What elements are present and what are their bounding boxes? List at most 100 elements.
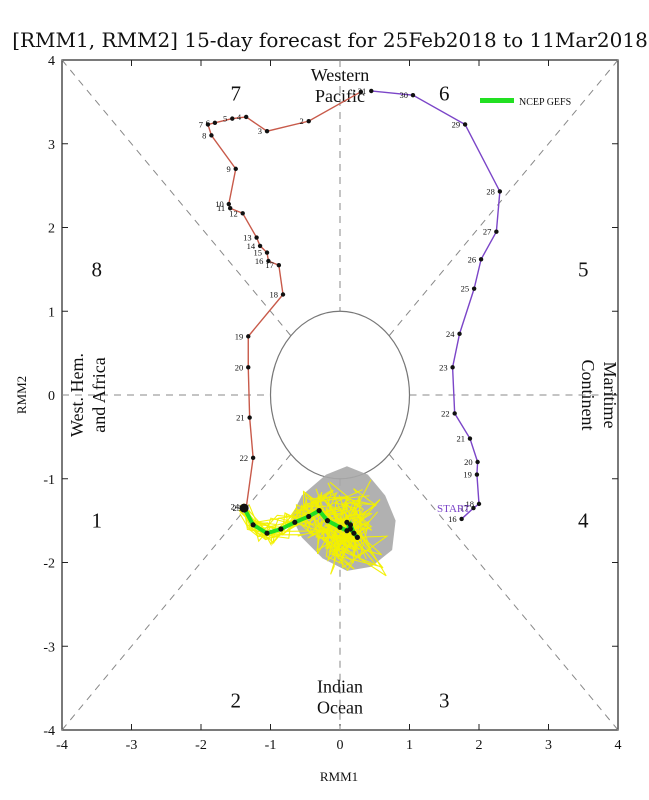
feb-point — [462, 122, 468, 127]
jan-point — [266, 258, 271, 264]
feb-point — [471, 286, 477, 291]
jan-day-label: 24 — [231, 501, 240, 511]
phase-label-3: 3 — [439, 689, 450, 713]
x-tick-label: 3 — [545, 738, 552, 753]
jan-day-label: 1 — [352, 87, 356, 97]
mean-point — [306, 513, 312, 520]
feb-day-label: 30 — [399, 90, 408, 100]
phase-guides — [61, 59, 619, 731]
series-observed-february: 16171819202122232425262728293031 — [358, 86, 503, 524]
jan-point — [212, 120, 218, 126]
x-tick-label: 1 — [406, 738, 413, 753]
feb-point — [450, 365, 455, 370]
jan-day-label: 11 — [217, 203, 225, 213]
region-label-left-line1: West. Hem. — [67, 353, 87, 437]
region-label-right-line2: Continent — [578, 360, 598, 431]
region-label-right-line1: Maritime — [600, 362, 620, 429]
start-label: START — [437, 503, 471, 515]
phase-label-7: 7 — [231, 82, 242, 106]
mean-point — [351, 530, 357, 536]
feb-point — [410, 92, 416, 98]
x-tick-label: 4 — [615, 738, 622, 753]
x-tick-label: -1 — [265, 738, 277, 753]
jan-day-label: 14 — [247, 241, 256, 251]
y-tick-label: -2 — [43, 557, 55, 572]
jan-day-label: 7 — [199, 119, 203, 129]
feb-point — [369, 88, 374, 94]
y-tick-label: 0 — [48, 389, 55, 404]
x-tick-label: 0 — [337, 738, 344, 753]
region-label-bottom-line1: Indian — [317, 676, 363, 696]
phase-label-6: 6 — [439, 82, 450, 106]
jan-day-label: 23 — [233, 503, 242, 513]
member-track — [246, 505, 364, 564]
y-tick-label: 2 — [48, 222, 55, 237]
chart-title: [RMM1, RMM2] 15-day forecast for 25Feb20… — [12, 28, 648, 52]
feb-point — [457, 331, 462, 337]
jan-point — [264, 128, 270, 134]
feb-day-label: 26 — [468, 254, 477, 264]
jan-point — [257, 243, 263, 249]
jan-day-label: 15 — [254, 248, 263, 258]
feb-point — [497, 189, 503, 194]
y-tick-label: -3 — [43, 640, 55, 655]
feb-point — [478, 257, 484, 262]
feb-point — [494, 229, 499, 234]
feb-day-label: 27 — [483, 227, 492, 237]
feb-day-label: 22 — [441, 408, 450, 418]
phase-label-8: 8 — [92, 257, 103, 281]
jan-point — [276, 262, 282, 268]
jan-day-label: 12 — [229, 208, 238, 218]
x-axis-label: RMM1 — [320, 769, 358, 784]
y-tick-label: -4 — [43, 724, 55, 739]
jan-point — [254, 235, 259, 240]
jan-day-label: 17 — [265, 260, 274, 270]
jan-point — [233, 166, 238, 172]
feb-point — [471, 505, 476, 511]
jan-point — [264, 250, 270, 255]
x-tick-label: 2 — [476, 738, 483, 753]
feb-day-label: 28 — [486, 186, 495, 196]
member-track — [243, 503, 367, 560]
y-tick-label: 1 — [48, 305, 55, 320]
jan-point — [226, 201, 231, 207]
feb-day-label: 18 — [466, 499, 475, 509]
jan-day-label: 13 — [243, 233, 252, 243]
jan-point — [247, 415, 252, 420]
mean-point — [337, 524, 343, 530]
jan-day-label: 5 — [223, 114, 227, 124]
jan-point — [243, 114, 249, 120]
x-tick-label: -4 — [56, 738, 68, 753]
mean-point — [278, 526, 284, 532]
jan-point — [246, 365, 251, 370]
jan-point — [205, 122, 211, 127]
x-tick-label: -3 — [126, 738, 138, 753]
member-track — [242, 494, 379, 567]
region-label-bottom-line2: Ocean — [317, 697, 363, 717]
mean-point — [264, 530, 270, 536]
feb-day-label: 19 — [463, 470, 472, 480]
region-label-top-line2: Pacific — [315, 86, 365, 106]
mean-point — [344, 519, 350, 525]
series-ensemble-mean — [239, 503, 360, 540]
feb-day-label: 17 — [460, 503, 469, 513]
feb-line — [371, 90, 501, 520]
feb-point — [467, 436, 473, 441]
y-tick-label: 3 — [48, 138, 55, 153]
jan-day-label: 18 — [270, 290, 279, 300]
y-tick-label: -1 — [43, 473, 55, 488]
phase-label-5: 5 — [578, 257, 589, 281]
legend-swatch — [480, 98, 514, 103]
region-label-top-line1: Western — [311, 65, 370, 85]
y-axis-label: RMM2 — [14, 376, 29, 414]
phase-label-1: 1 — [92, 509, 103, 533]
feb-point — [452, 411, 457, 416]
mean-point — [347, 526, 354, 532]
feb-day-label: 29 — [452, 119, 461, 129]
diagonal-guide — [61, 59, 292, 337]
feb-day-label: 20 — [464, 457, 473, 467]
unit-circle — [269, 310, 411, 480]
jan-day-label: 21 — [236, 413, 245, 423]
